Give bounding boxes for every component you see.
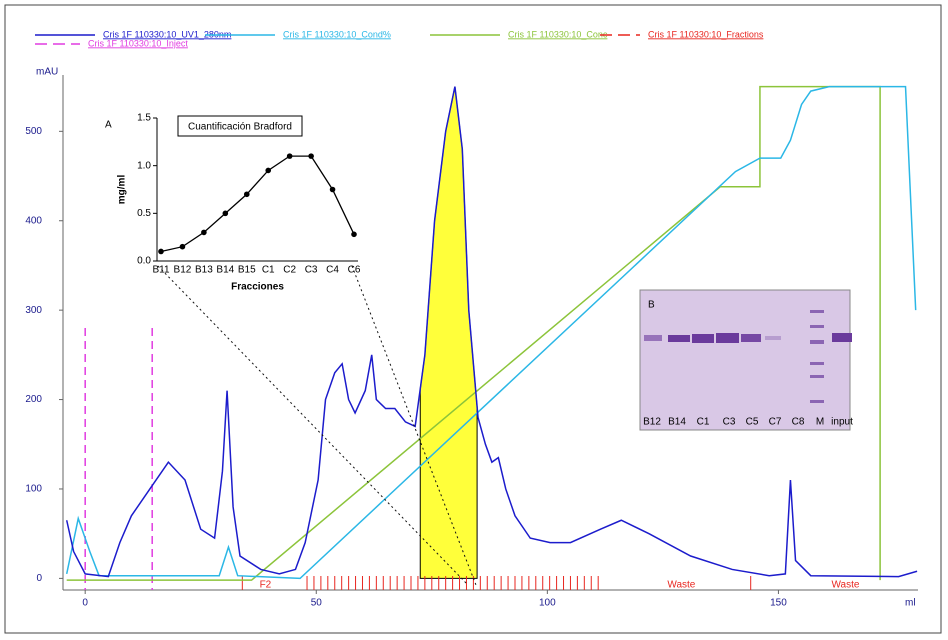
fraction-label: F2 [260,580,272,591]
gel-lane-label: B14 [668,417,686,428]
inset-point [244,191,250,197]
gel-lane-label: C7 [769,417,782,428]
y-tick-label: 0 [36,573,42,584]
y-tick-label: 400 [25,215,42,226]
inset-y-tick-label: 1.0 [137,160,151,171]
y-tick-label: 200 [25,394,42,405]
inset-point [351,232,357,238]
inset-x-tick-label: C2 [283,265,296,276]
inset-x-tick-label: C4 [326,265,339,276]
inset-y-tick-label: 0.5 [137,208,151,219]
gel-lane-label: C5 [746,417,759,428]
gel-lane-label: B12 [643,417,661,428]
inset-x-tick-label: C6 [348,265,361,276]
legend-label: Cris 1F 110330:10_Cond% [283,29,391,39]
fraction-label: Waste [667,580,695,591]
inset-point [201,230,207,236]
x-tick-label: 150 [770,598,787,609]
inset-point [223,211,229,217]
gel-lane-label: C3 [723,417,736,428]
fraction-label: Waste [831,580,859,591]
inset-point [180,244,186,250]
x-axis-unit: ml [905,598,916,609]
inset-x-tick-label: B15 [238,265,256,276]
highlight-area [420,87,477,579]
legend-label: Cris 1F 110330:10_Conc [508,29,608,39]
x-tick-label: 0 [82,598,88,609]
x-tick-label: 50 [311,598,323,609]
inset-x-tick-label: B11 [152,265,169,276]
inset-x-tick-label: B12 [174,265,192,276]
inset-x-tick-label: C3 [305,265,318,276]
gel-lane-label: C1 [697,417,710,428]
gel-lane-label: C8 [792,417,805,428]
gel-lane-label: M [816,417,824,428]
inset-x-tick-label: B14 [216,265,234,276]
inset-point [308,153,314,159]
inset-x-label: Fracciones [231,282,284,293]
inset-y-label: mg/ml [117,175,128,205]
y-tick-label: 500 [25,126,42,137]
x-tick-label: 100 [539,598,556,609]
inset-point [265,168,271,174]
inset-point [330,187,336,193]
chart: mAU ml 0 100 200 300 400 500 0 50 100 150 F2 Waste W… [0,0,948,640]
legend-label: Cris 1F 110330:10_Inject [88,38,188,48]
inset-x-tick-label: B13 [195,265,213,276]
inset-y-tick-label: 1.5 [137,113,151,124]
gel-label: B [648,300,655,311]
inset-x-tick-label: C1 [262,265,275,276]
inset-label: A [105,120,112,131]
inset-y-tick-label: 0.0 [137,256,151,267]
inset-title: Cuantificación Bradford [188,122,292,133]
inset-point [158,249,164,255]
y-axis-unit: mAU [36,67,58,78]
y-tick-label: 300 [25,305,42,316]
inset-point [287,153,293,159]
y-tick-label: 100 [25,484,42,495]
legend-label: Cris 1F 110330:10_Fractions [648,29,764,39]
gel-lane-label: input [831,417,853,428]
